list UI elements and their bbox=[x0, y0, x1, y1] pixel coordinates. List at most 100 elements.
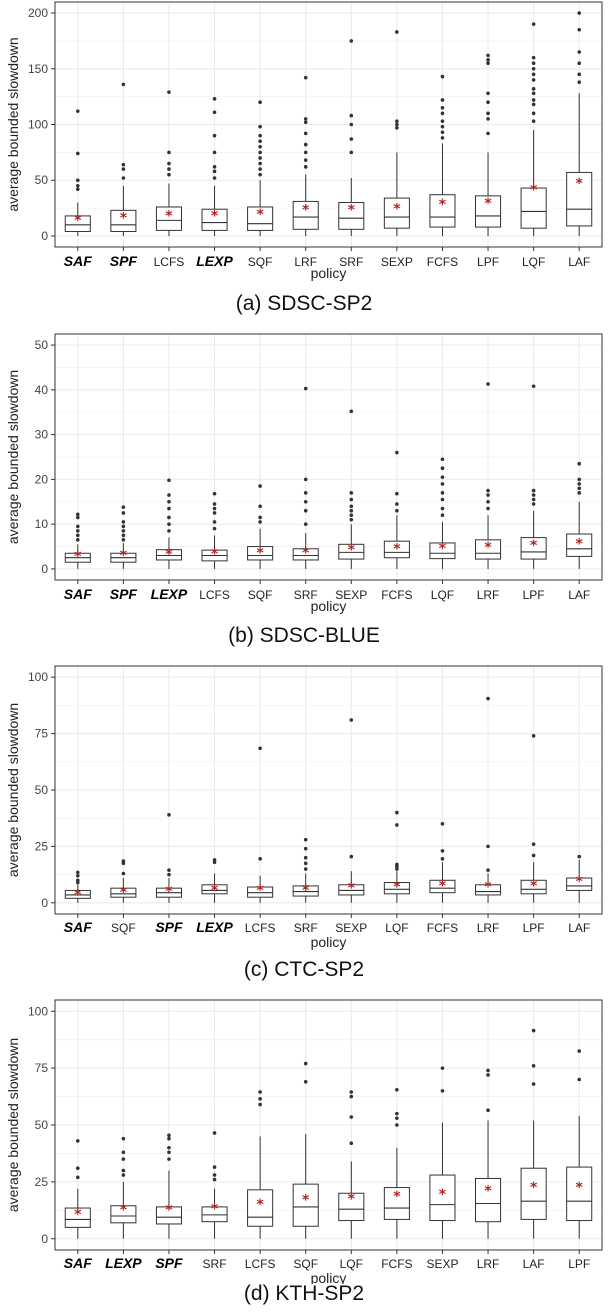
mean-marker: * bbox=[120, 548, 128, 564]
y-tick-label: 0 bbox=[41, 1232, 48, 1246]
mean-marker: * bbox=[530, 1180, 538, 1196]
mean-marker: * bbox=[530, 538, 538, 554]
box-iqr bbox=[520, 879, 547, 895]
x-tick-label-sexp: SEXP bbox=[426, 1257, 458, 1271]
outlier-point bbox=[167, 529, 171, 533]
outlier-point bbox=[167, 161, 171, 166]
box-iqr bbox=[383, 1187, 410, 1220]
x-tick-label-laf: LAF bbox=[523, 1257, 545, 1271]
outlier-point bbox=[349, 1090, 354, 1094]
outlier-point bbox=[75, 1166, 80, 1171]
outlier-point bbox=[212, 133, 217, 138]
mean-marker: * bbox=[120, 211, 128, 227]
outlier-point bbox=[121, 524, 126, 529]
box-spf: * bbox=[155, 1133, 182, 1239]
outlier-point bbox=[577, 72, 582, 77]
box-sqf: * bbox=[110, 859, 137, 903]
box-lexp: * bbox=[110, 1136, 137, 1239]
outlier-point bbox=[486, 868, 490, 872]
outlier-point bbox=[440, 1089, 445, 1093]
outlier-point bbox=[531, 66, 536, 71]
x-tick-label-sexp: SEXP bbox=[381, 255, 413, 269]
outlier-point bbox=[75, 538, 80, 542]
outlier-point bbox=[212, 526, 217, 531]
outlier-point bbox=[395, 119, 399, 123]
box-srf: * bbox=[201, 1131, 228, 1239]
box-iqr bbox=[429, 1174, 456, 1222]
outlier-point bbox=[486, 499, 490, 504]
outlier-point bbox=[121, 1150, 126, 1155]
mean-marker: * bbox=[439, 541, 447, 557]
y-tick-label: 40 bbox=[35, 383, 49, 397]
outlier-point bbox=[303, 131, 308, 136]
outlier-point bbox=[212, 1177, 217, 1182]
outlier-point bbox=[167, 493, 171, 497]
outlier-point bbox=[75, 524, 80, 529]
outlier-point bbox=[440, 822, 445, 826]
outlier-point bbox=[440, 1066, 445, 1070]
mean-marker: * bbox=[576, 536, 584, 552]
y-tick-label: 100 bbox=[28, 670, 48, 684]
mean-marker: * bbox=[439, 878, 447, 894]
mean-marker: * bbox=[165, 547, 173, 563]
outlier-point bbox=[440, 466, 445, 470]
outlier-point bbox=[121, 533, 126, 538]
outlier-point bbox=[531, 111, 536, 116]
box-sqf: * bbox=[292, 1061, 319, 1239]
outlier-point bbox=[531, 98, 536, 102]
outlier-point bbox=[486, 493, 490, 497]
y-tick-label: 50 bbox=[35, 173, 49, 187]
mean-marker: * bbox=[302, 883, 310, 899]
plot-border bbox=[54, 333, 603, 581]
outlier-point bbox=[303, 150, 308, 155]
x-tick-label-lcfs: LCFS bbox=[199, 588, 230, 602]
x-tick-label-lpf: LPF bbox=[477, 255, 499, 269]
x-tick-label-sexp: SEXP bbox=[335, 921, 367, 935]
y-tick-label: 75 bbox=[35, 1061, 49, 1075]
x-tick-label-saf: SAF bbox=[64, 586, 92, 602]
outlier-point bbox=[440, 857, 445, 861]
outlier-point bbox=[212, 511, 217, 515]
mean-marker: * bbox=[211, 1202, 219, 1218]
box-sexp: * bbox=[338, 409, 365, 569]
x-tick-label-sqf: SQF bbox=[248, 255, 273, 269]
box-lexp: * bbox=[201, 858, 228, 903]
outlier-point bbox=[212, 506, 217, 511]
x-tick-label-lrf: LRF bbox=[294, 255, 317, 269]
box-plot-kth-sp2: 0 25 50 75 100 * * * * * * * * * * * * SAF LEXP SPF SRF LCFS S… bbox=[5, 999, 603, 1284]
caption-kth-sp2: (d) KTH-SP2 bbox=[243, 1282, 365, 1305]
y-axis-title: average bounded slowdown bbox=[5, 1038, 21, 1212]
outlier-point bbox=[531, 488, 536, 493]
outlier-point bbox=[577, 50, 582, 54]
outlier-point bbox=[531, 22, 536, 26]
outlier-point bbox=[531, 734, 536, 738]
mean-marker: * bbox=[439, 197, 447, 213]
outlier-point bbox=[395, 1116, 399, 1120]
x-tick-label-sexp: SEXP bbox=[335, 588, 367, 602]
mean-marker: * bbox=[348, 203, 356, 219]
x-tick-label-srf: SRF bbox=[294, 921, 318, 935]
box-spf: * bbox=[155, 813, 182, 903]
outlier-point bbox=[121, 1168, 126, 1173]
x-tick-label-lpf: LPF bbox=[523, 921, 545, 935]
box-laf: * bbox=[520, 1028, 547, 1239]
chart-panel-c: 0 25 50 75 100 * * * * * * * * * * * * SAF SQF SPF LEXP LCFS S… bbox=[0, 660, 608, 950]
outlier-point bbox=[75, 1139, 80, 1143]
outlier-point bbox=[349, 504, 354, 509]
outlier-point bbox=[75, 184, 80, 188]
box-iqr bbox=[383, 197, 410, 229]
box-iqr bbox=[520, 1167, 547, 1220]
outlier-point bbox=[395, 1111, 399, 1116]
y-axis-title: average bounded slowdown bbox=[5, 37, 21, 211]
outlier-point bbox=[349, 39, 354, 43]
outlier-point bbox=[349, 122, 354, 127]
box-lpf: * bbox=[520, 734, 547, 903]
x-tick-label-sqf: SQF bbox=[293, 1257, 318, 1271]
outlier-point bbox=[577, 486, 582, 491]
outlier-point bbox=[486, 844, 490, 849]
box-iqr bbox=[566, 877, 593, 891]
box-iqr bbox=[566, 1166, 593, 1222]
box-iqr bbox=[429, 194, 456, 228]
outlier-point bbox=[577, 482, 582, 486]
outlier-point bbox=[258, 857, 262, 861]
